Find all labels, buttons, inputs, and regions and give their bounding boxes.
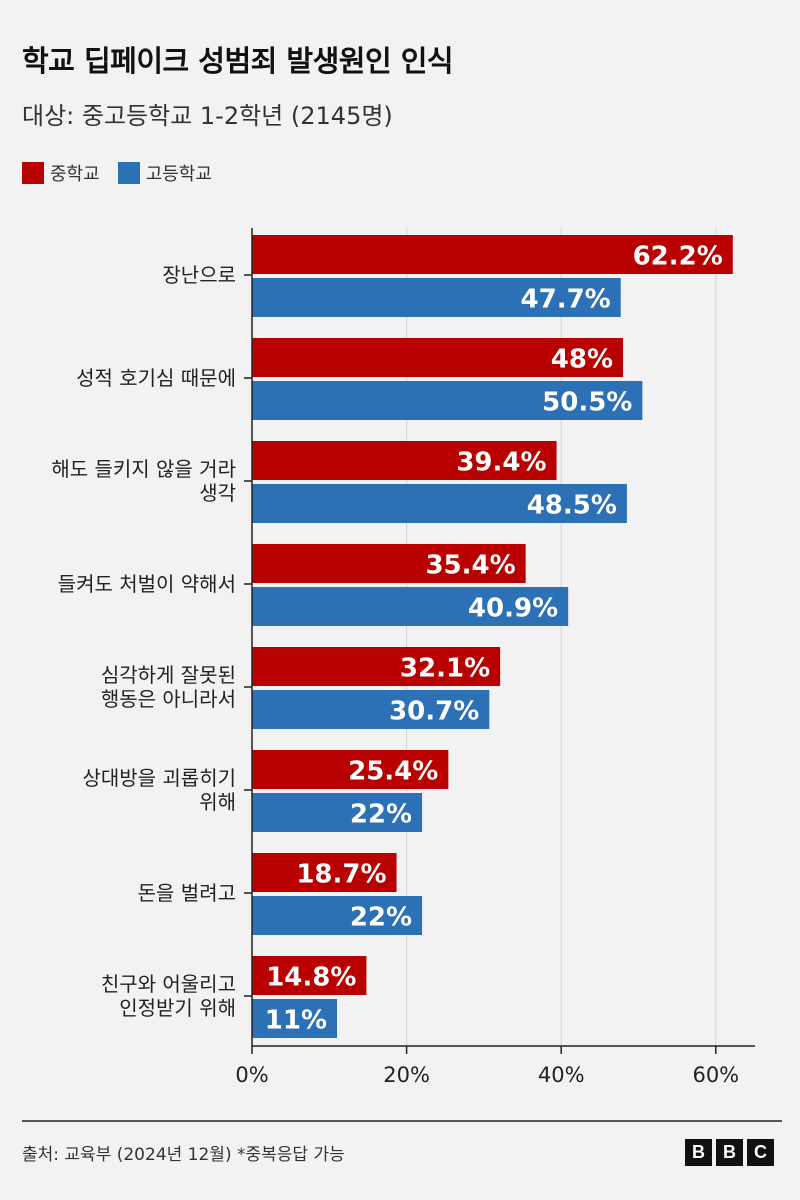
bar bbox=[252, 896, 423, 935]
bar-value-label: 40.9% bbox=[468, 594, 558, 624]
bar-value-label: 25.4% bbox=[348, 757, 438, 787]
category-label: 심각하게 잘못된 bbox=[101, 663, 236, 687]
bar-value-label: 48.5% bbox=[527, 491, 617, 521]
bar bbox=[252, 647, 501, 686]
bar bbox=[252, 750, 449, 789]
category-label: 행동은 아니라서 bbox=[101, 687, 236, 711]
bbc-logo: B B C bbox=[685, 1139, 778, 1166]
bar-value-label: 48% bbox=[551, 345, 613, 375]
bar-value-label: 30.7% bbox=[389, 697, 479, 727]
category-label: 생각 bbox=[199, 481, 236, 505]
bar-value-label: 39.4% bbox=[456, 448, 546, 478]
x-tick-label: 40% bbox=[538, 1063, 585, 1087]
category-label: 인정받기 위해 bbox=[119, 996, 236, 1020]
bar bbox=[252, 338, 624, 377]
legend-item-high-school: 고등학교 bbox=[117, 160, 212, 186]
legend-label-high-school: 고등학교 bbox=[145, 164, 212, 185]
bar-chart: 62.2% 47.7% 장난으로 48% 50.5% 성적 호기심 때문에 39.4% 48.… bbox=[51, 228, 755, 1087]
x-tick-label: 20% bbox=[383, 1063, 430, 1087]
source-note: 출처: 교육부 (2024년 12월) *중복응답 가능 bbox=[22, 1145, 345, 1165]
footer-divider bbox=[22, 1120, 782, 1122]
bar-value-label: 47.7% bbox=[521, 285, 611, 315]
bbc-logo-letter: C bbox=[747, 1139, 774, 1166]
chart-subtitle: 대상: 중고등학교 1-2학년 (2145명) bbox=[22, 102, 393, 130]
bar bbox=[252, 544, 526, 583]
bar-value-label: 11% bbox=[265, 1006, 327, 1036]
bar bbox=[252, 956, 367, 995]
bar bbox=[252, 853, 397, 892]
legend-label-middle-school: 중학교 bbox=[50, 164, 100, 185]
category-label: 친구와 어울리고 bbox=[101, 972, 236, 996]
legend-swatch-middle-school bbox=[22, 162, 44, 184]
legend: 중학교 고등학교 bbox=[22, 160, 230, 186]
bar bbox=[252, 235, 733, 274]
category-label: 해도 들키지 않을 거라 bbox=[51, 457, 236, 481]
bar bbox=[252, 793, 423, 832]
category-label: 장난으로 bbox=[162, 263, 236, 287]
bar bbox=[252, 381, 643, 420]
bar-value-label: 14.8% bbox=[266, 963, 356, 993]
x-tick-label: 60% bbox=[692, 1063, 739, 1087]
category-label: 위해 bbox=[199, 790, 236, 814]
bbc-logo-letter: B bbox=[685, 1139, 712, 1166]
legend-swatch-high-school bbox=[117, 162, 140, 184]
category-label: 돈을 벌려고 bbox=[138, 881, 236, 905]
bar-value-label: 32.1% bbox=[400, 654, 490, 684]
chart-title: 학교 딥페이크 성범죄 발생원인 인식 bbox=[22, 44, 454, 78]
x-tick-label: 0% bbox=[235, 1063, 268, 1087]
bar bbox=[252, 587, 569, 626]
bar-value-label: 62.2% bbox=[633, 242, 723, 272]
bbc-logo-letter: B bbox=[716, 1139, 743, 1166]
bar bbox=[252, 999, 338, 1038]
bar bbox=[252, 690, 490, 729]
legend-item-middle-school: 중학교 bbox=[22, 160, 100, 186]
bar-value-label: 22% bbox=[350, 903, 412, 933]
bar bbox=[252, 484, 627, 523]
bar bbox=[252, 441, 557, 480]
category-label: 상대방을 괴롭히기 bbox=[82, 766, 236, 790]
bar-value-label: 22% bbox=[350, 800, 412, 830]
category-label: 성적 호기심 때문에 bbox=[76, 366, 236, 390]
bar-value-label: 50.5% bbox=[542, 388, 632, 418]
category-label: 들켜도 처벌이 약해서 bbox=[58, 572, 236, 596]
bar bbox=[252, 278, 621, 317]
bar-value-label: 18.7% bbox=[296, 860, 386, 890]
bar-value-label: 35.4% bbox=[425, 551, 515, 581]
